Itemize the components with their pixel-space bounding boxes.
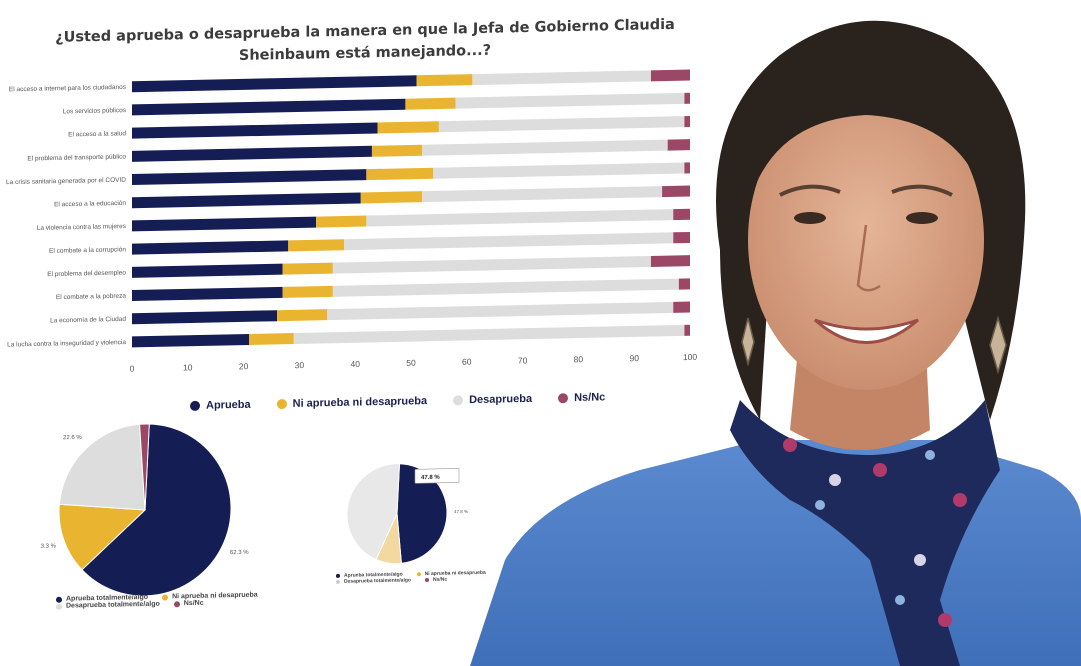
x-tick-label: 20 <box>239 361 249 371</box>
bar-aprueba <box>132 192 361 209</box>
bar-ns-nc <box>667 139 690 151</box>
bar-ns-nc <box>684 162 690 174</box>
pie-slice-desaprueba-totalmente-algo <box>346 463 401 561</box>
bar-ns-nc <box>678 278 691 290</box>
category-label: El combate a la pobreza <box>56 293 126 301</box>
bar-desaprueba <box>293 324 685 345</box>
pie-slice-ns-nc <box>139 423 150 511</box>
pie-value-label: 62.3 % <box>230 550 249 556</box>
category-label: La economía de la Ciudad <box>50 316 126 325</box>
bar-aprueba <box>132 169 367 186</box>
x-tick-label: 0 <box>130 364 135 374</box>
bar-desaprueba <box>438 116 685 133</box>
pie-chart-secondary: 47.8 % 47.8 % <box>346 463 468 565</box>
pie-slice-aprueba-totalmente-algo <box>81 423 232 597</box>
category-label: El acceso a la educación <box>54 200 126 209</box>
bar-ns-nc <box>673 231 691 244</box>
bar-aprueba <box>132 263 283 278</box>
category-label: La lucha contra la inseguridad y violenc… <box>7 339 126 348</box>
x-tick-label: 90 <box>629 353 639 363</box>
category-label: El problema del transporte público <box>27 153 126 162</box>
bar-ns-nc <box>673 301 691 313</box>
x-tick-label: 40 <box>350 359 360 369</box>
pie-tooltip-text: 47.8 % <box>421 475 440 481</box>
bar-aprueba <box>132 310 278 325</box>
survey-chart-panel: ¿Usted aprueba o desaprueba la manera en… <box>6 17 697 610</box>
bar-ni-aprueba-ni-desaprueba <box>277 309 328 322</box>
bar-ni-aprueba-ni-desaprueba <box>416 74 473 87</box>
pie-value-label: 47.8 % <box>454 509 468 514</box>
bar-ni-aprueba-ni-desaprueba <box>282 285 333 298</box>
bar-aprueba <box>132 240 289 255</box>
bar-aprueba <box>132 145 372 162</box>
x-tick-label: 70 <box>518 355 528 365</box>
bar-ni-aprueba-ni-desaprueba <box>360 191 423 204</box>
bar-ni-aprueba-ni-desaprueba <box>288 239 345 252</box>
bar-desaprueba <box>332 278 679 297</box>
x-tick-label: 100 <box>683 352 697 362</box>
category-label: Los servicios públicos <box>63 107 127 115</box>
bar-desaprueba <box>433 162 685 179</box>
bar-ni-aprueba-ni-desaprueba <box>377 121 439 134</box>
bar-desaprueba <box>455 92 685 109</box>
x-tick-label: 80 <box>574 354 584 364</box>
x-tick-label: 30 <box>295 360 305 370</box>
pie-slice-ni-aprueba-ni-desaprueba <box>58 503 147 571</box>
category-label: El acceso a internet para los ciudadanos <box>9 84 127 93</box>
bar-ni-aprueba-ni-desaprueba <box>249 333 294 345</box>
scarf <box>730 400 1000 666</box>
pie-value-label: 13.3 % <box>40 544 57 550</box>
bar-aprueba <box>132 75 417 93</box>
pie-chart-overall: 62.3 %13.3 %22.6 %1.8 % <box>40 409 249 597</box>
pie-tooltip: 47.8 % <box>414 468 460 484</box>
category-label: El combate a la corrupción <box>49 246 126 255</box>
x-tick-label: 50 <box>406 358 416 368</box>
bar-ns-nc <box>684 92 690 104</box>
bar-ni-aprueba-ni-desaprueba <box>405 97 456 110</box>
bar-aprueba <box>132 216 317 232</box>
bar-ni-aprueba-ni-desaprueba <box>366 167 434 181</box>
bar-ns-nc <box>673 208 691 221</box>
bar-aprueba <box>132 122 378 139</box>
bar-desaprueba <box>472 70 651 86</box>
x-tick-label: 60 <box>462 357 472 367</box>
bar-desaprueba <box>422 139 668 156</box>
bar-ns-nc <box>650 69 691 82</box>
bar-desaprueba <box>366 209 674 227</box>
bar-ni-aprueba-ni-desaprueba <box>282 262 333 275</box>
pie-slice-desaprueba-totalmente-algo <box>58 423 146 511</box>
smile <box>814 318 919 344</box>
bar-desaprueba <box>344 232 674 251</box>
category-label: El problema del desempleo <box>47 269 126 278</box>
bar-ns-nc <box>662 185 690 198</box>
bar-ni-aprueba-ni-desaprueba <box>371 144 423 157</box>
category-label: La crisis sanitaria generada por el COVI… <box>6 177 126 187</box>
stacked-bar-chart: El acceso a internet para los ciudadanos… <box>6 69 697 374</box>
face <box>748 90 984 390</box>
bar-ns-nc <box>650 255 691 267</box>
bar-desaprueba <box>422 186 663 203</box>
bar-aprueba <box>132 286 283 302</box>
bar-aprueba <box>132 98 406 116</box>
bar-desaprueba <box>327 301 674 321</box>
pie-slice-aprueba-totalmente-algo <box>396 463 448 564</box>
bar-ns-nc <box>684 324 690 336</box>
bar-ni-aprueba-ni-desaprueba <box>316 215 367 228</box>
category-label: El acceso a la salud <box>68 130 126 138</box>
bar-desaprueba <box>332 255 651 274</box>
category-label: La violencia contra las mujeres <box>37 223 127 232</box>
x-tick-label: 10 <box>183 362 193 372</box>
bar-aprueba <box>132 333 250 348</box>
bar-ns-nc <box>684 115 690 128</box>
pie-value-label: 22.6 % <box>63 435 82 441</box>
